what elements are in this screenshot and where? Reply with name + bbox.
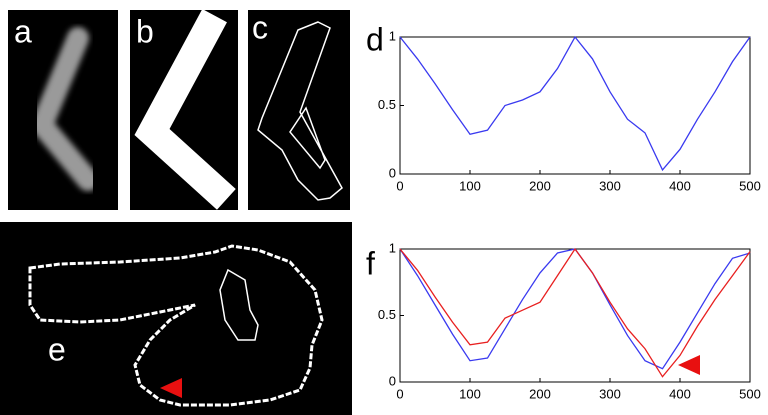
- y-tick-label: 1: [389, 240, 396, 255]
- y-tick-label: 0: [389, 373, 396, 388]
- x-tick-label: 300: [599, 386, 621, 401]
- y-tick-label: 0.5: [378, 307, 396, 322]
- x-tick-label: 500: [739, 386, 761, 401]
- panel-label: a: [14, 13, 32, 49]
- x-tick-label: 100: [459, 178, 481, 193]
- y-tick-label: 1: [389, 28, 396, 43]
- x-tick-label: 400: [669, 386, 691, 401]
- x-tick-label: 300: [599, 178, 621, 193]
- x-tick-label: 100: [459, 386, 481, 401]
- x-tick-label: 400: [669, 178, 691, 193]
- y-tick-label: 0: [389, 165, 396, 180]
- x-tick-label: 200: [529, 178, 551, 193]
- figure: a b c d e f 0 100 200 300 400 500 0 0.5 1 0 100 200…: [0, 0, 768, 415]
- x-tick-label: 500: [739, 178, 761, 193]
- panel-label: f: [366, 245, 375, 281]
- x-tick-label: 0: [396, 386, 403, 401]
- panel-label: e: [48, 331, 66, 367]
- panel-label: d: [366, 21, 384, 57]
- x-tick-label: 200: [529, 386, 551, 401]
- panel-label: b: [136, 13, 154, 49]
- plot-frame: [400, 37, 750, 174]
- x-tick-label: 0: [396, 178, 403, 193]
- y-tick-label: 0.5: [378, 97, 396, 112]
- panel-label: c: [252, 9, 268, 45]
